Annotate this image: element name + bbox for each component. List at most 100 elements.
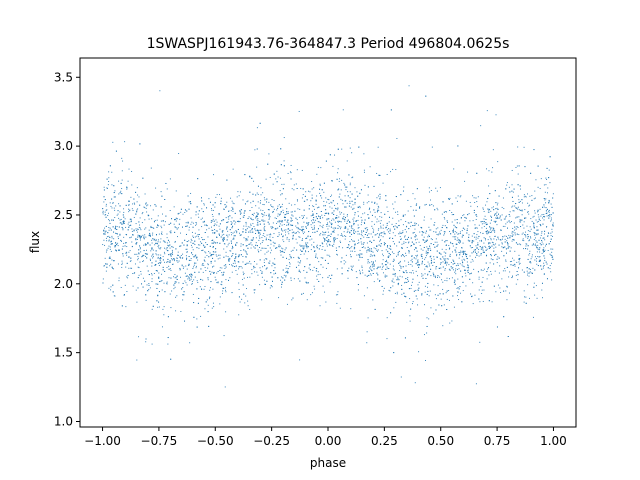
data-point	[472, 303, 474, 305]
data-point	[236, 242, 238, 244]
data-point	[195, 254, 197, 256]
data-point	[144, 219, 146, 221]
data-point	[470, 261, 472, 263]
data-point	[239, 232, 240, 234]
data-point	[320, 195, 322, 197]
data-point	[436, 207, 438, 209]
data-point	[543, 250, 545, 252]
data-point	[333, 238, 335, 240]
data-point	[392, 278, 394, 280]
data-point	[135, 289, 137, 291]
data-point	[313, 228, 315, 230]
data-point	[328, 218, 330, 220]
data-point	[342, 247, 344, 249]
data-point	[529, 230, 531, 232]
data-point	[291, 229, 293, 231]
data-point	[139, 245, 141, 247]
data-point	[405, 252, 407, 254]
data-point	[322, 243, 324, 245]
data-point	[496, 224, 498, 226]
data-point	[401, 247, 403, 249]
data-point	[165, 215, 167, 217]
data-point	[490, 273, 492, 275]
data-point	[240, 266, 242, 268]
data-point	[210, 281, 212, 283]
data-point	[506, 252, 507, 254]
data-point	[352, 240, 354, 242]
data-point	[407, 242, 409, 244]
data-point	[503, 218, 505, 220]
data-point	[183, 266, 185, 268]
data-point	[420, 226, 422, 228]
data-point	[167, 316, 169, 318]
data-point	[277, 221, 279, 223]
data-point	[180, 232, 182, 234]
data-point	[229, 215, 231, 217]
data-point	[126, 276, 128, 278]
data-point	[422, 277, 424, 279]
data-point	[431, 239, 433, 241]
data-point	[277, 176, 279, 178]
data-point	[452, 228, 454, 230]
data-point	[373, 264, 375, 266]
data-point	[180, 208, 182, 210]
data-point	[203, 204, 205, 206]
data-point	[498, 272, 500, 274]
data-point	[358, 269, 360, 271]
data-point	[267, 209, 269, 211]
data-point	[357, 227, 359, 229]
data-point	[469, 278, 471, 280]
data-point	[236, 273, 238, 275]
data-point	[238, 254, 240, 256]
data-point	[108, 229, 110, 231]
data-point	[135, 243, 137, 245]
data-point	[475, 245, 477, 247]
data-point	[207, 236, 209, 238]
data-point	[282, 239, 284, 241]
data-point	[160, 280, 162, 282]
data-point	[351, 177, 353, 179]
data-point	[417, 284, 419, 286]
data-point	[525, 234, 527, 236]
data-point	[542, 223, 544, 225]
data-point	[344, 206, 346, 208]
data-point	[197, 213, 199, 215]
data-point	[238, 288, 240, 290]
data-point	[484, 215, 486, 217]
data-point	[319, 184, 321, 186]
data-point	[167, 250, 169, 252]
data-point	[391, 281, 393, 283]
data-point	[146, 205, 148, 207]
data-point	[366, 251, 368, 253]
data-point	[174, 241, 176, 243]
data-point	[293, 247, 295, 249]
data-point	[543, 204, 545, 206]
data-point	[459, 240, 461, 242]
data-point	[364, 247, 366, 249]
data-point	[202, 221, 204, 223]
data-point	[392, 273, 394, 275]
data-point	[393, 307, 395, 309]
data-point	[414, 198, 416, 200]
data-point	[375, 234, 377, 236]
data-point	[446, 220, 448, 222]
data-point	[456, 243, 458, 245]
data-point	[533, 215, 535, 217]
data-point	[434, 294, 436, 296]
data-point	[461, 256, 463, 258]
data-point	[485, 224, 487, 226]
data-point	[249, 230, 251, 232]
data-point	[230, 223, 232, 225]
data-point	[382, 227, 384, 229]
data-point	[340, 198, 342, 200]
data-point	[151, 281, 153, 283]
data-point	[261, 213, 263, 215]
data-point	[431, 261, 433, 263]
data-point	[185, 248, 187, 250]
data-point	[222, 230, 224, 232]
data-point	[208, 298, 210, 300]
data-point	[177, 227, 179, 229]
data-point	[357, 284, 359, 286]
data-point	[316, 173, 318, 175]
data-point	[185, 282, 187, 284]
